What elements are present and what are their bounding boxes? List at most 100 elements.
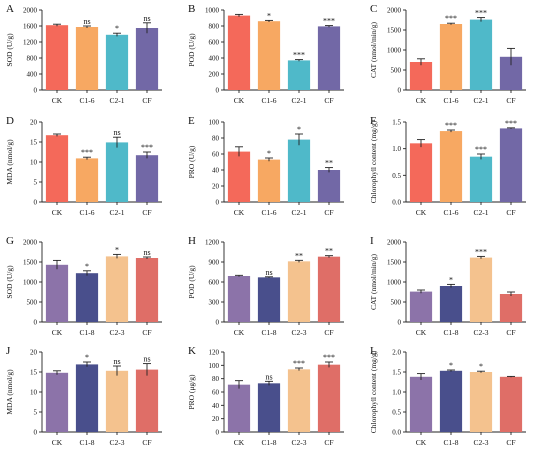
y-axis-label: POD (U/g) xyxy=(187,33,196,67)
panel-letter: F xyxy=(370,115,376,127)
y-axis-label: PRO (U/g) xyxy=(187,145,196,178)
y-tick-label: 80 xyxy=(212,135,220,143)
bar xyxy=(469,257,493,322)
bar xyxy=(317,26,341,90)
x-tick-label: C2-1 xyxy=(474,208,489,217)
y-tick-label: 2000 xyxy=(23,7,38,15)
x-tick-label: CK xyxy=(234,208,245,217)
x-tick-label: CF xyxy=(324,208,333,217)
x-tick-label: C1-6 xyxy=(80,208,95,217)
y-tick-label: 5 xyxy=(34,179,38,187)
bar xyxy=(409,62,433,90)
y-tick-label: 1500 xyxy=(387,27,402,35)
x-tick-label: CK xyxy=(416,208,427,217)
panel-letter: A xyxy=(6,3,14,15)
x-tick-label: C2-1 xyxy=(474,96,489,105)
y-tick-label: 1200 xyxy=(23,39,38,47)
x-tick-label: CK xyxy=(52,438,63,447)
bar xyxy=(45,372,69,432)
x-tick-label: CK xyxy=(52,328,63,337)
x-tick-label: CF xyxy=(324,96,333,105)
y-tick-label: 0 xyxy=(34,87,38,95)
y-tick-label: 1000 xyxy=(23,279,38,287)
y-axis-label: PRO (μg/g) xyxy=(187,374,196,410)
y-axis-label: SOD (U/g) xyxy=(5,265,14,299)
x-tick-label: C1-8 xyxy=(80,328,95,337)
y-tick-label: 120 xyxy=(209,349,220,357)
y-tick-label: 20 xyxy=(212,183,220,191)
significance-label: ns xyxy=(113,357,120,366)
y-tick-label: 0 xyxy=(216,429,220,437)
bar xyxy=(105,34,129,90)
x-tick-label: CK xyxy=(234,328,245,337)
bar xyxy=(257,383,281,432)
y-tick-label: 10 xyxy=(30,159,38,167)
x-tick-label: C2-1 xyxy=(110,208,125,217)
y-tick-label: 1.5 xyxy=(392,119,401,127)
y-tick-label: 600 xyxy=(209,279,220,287)
panel-letter: G xyxy=(6,235,14,247)
bar xyxy=(105,256,129,322)
significance-label: * xyxy=(449,361,453,370)
y-tick-label: 2000 xyxy=(387,7,402,15)
y-tick-label: 500 xyxy=(391,299,402,307)
y-tick-label: 300 xyxy=(209,299,220,307)
x-tick-label: CF xyxy=(142,328,151,337)
bar xyxy=(75,158,99,202)
y-tick-label: 1.0 xyxy=(392,389,401,397)
y-tick-label: 800 xyxy=(209,23,220,31)
y-tick-label: 20 xyxy=(30,349,38,357)
bar xyxy=(227,151,251,202)
significance-label: * xyxy=(297,125,301,134)
x-tick-label: C2-1 xyxy=(292,96,307,105)
y-axis-label: CAT (nmol/min/g) xyxy=(369,22,378,78)
significance-label: *** xyxy=(323,17,335,26)
y-tick-label: 1000 xyxy=(387,47,402,55)
y-tick-label: 400 xyxy=(27,71,38,79)
x-tick-label: C2-1 xyxy=(110,96,125,105)
x-tick-label: C1-8 xyxy=(444,328,459,337)
x-tick-label: C2-3 xyxy=(474,438,489,447)
panel-letter: H xyxy=(188,235,196,247)
y-tick-label: 0 xyxy=(398,87,402,95)
significance-label: *** xyxy=(505,119,517,128)
x-tick-label: C1-6 xyxy=(444,96,459,105)
significance-label: * xyxy=(115,245,119,254)
panel-letter: B xyxy=(188,3,195,15)
panel-letter: J xyxy=(6,345,11,357)
significance-label: *** xyxy=(293,51,305,60)
y-tick-label: 0 xyxy=(34,319,38,327)
panel-letter: C xyxy=(370,3,377,15)
y-tick-label: 400 xyxy=(209,55,220,63)
y-tick-label: 1500 xyxy=(23,259,38,267)
bar xyxy=(317,364,341,432)
y-tick-label: 0 xyxy=(34,429,38,437)
bar xyxy=(227,276,251,322)
bar xyxy=(227,15,251,91)
bar xyxy=(317,170,341,202)
significance-label: *** xyxy=(475,145,487,154)
significance-label: ns xyxy=(265,268,272,277)
x-tick-label: CF xyxy=(142,438,151,447)
panel-letter: D xyxy=(6,115,14,127)
significance-label: *** xyxy=(475,9,487,18)
y-tick-label: 0.5 xyxy=(392,409,401,417)
bar xyxy=(317,256,341,322)
y-tick-label: 0 xyxy=(216,87,220,95)
y-tick-label: 20 xyxy=(212,415,220,423)
bar xyxy=(105,142,129,202)
significance-label: ns xyxy=(113,128,120,137)
bar xyxy=(135,28,159,90)
significance-label: * xyxy=(267,149,271,158)
x-tick-label: CK xyxy=(52,208,63,217)
bar xyxy=(409,376,433,432)
y-axis-label: MDA (nmol/g) xyxy=(5,139,14,185)
significance-label: ** xyxy=(325,247,333,256)
y-tick-label: 0.0 xyxy=(392,429,401,437)
x-tick-label: C1-6 xyxy=(262,208,277,217)
bar xyxy=(257,159,281,202)
bar xyxy=(439,24,463,90)
panel-letter: K xyxy=(188,345,196,357)
